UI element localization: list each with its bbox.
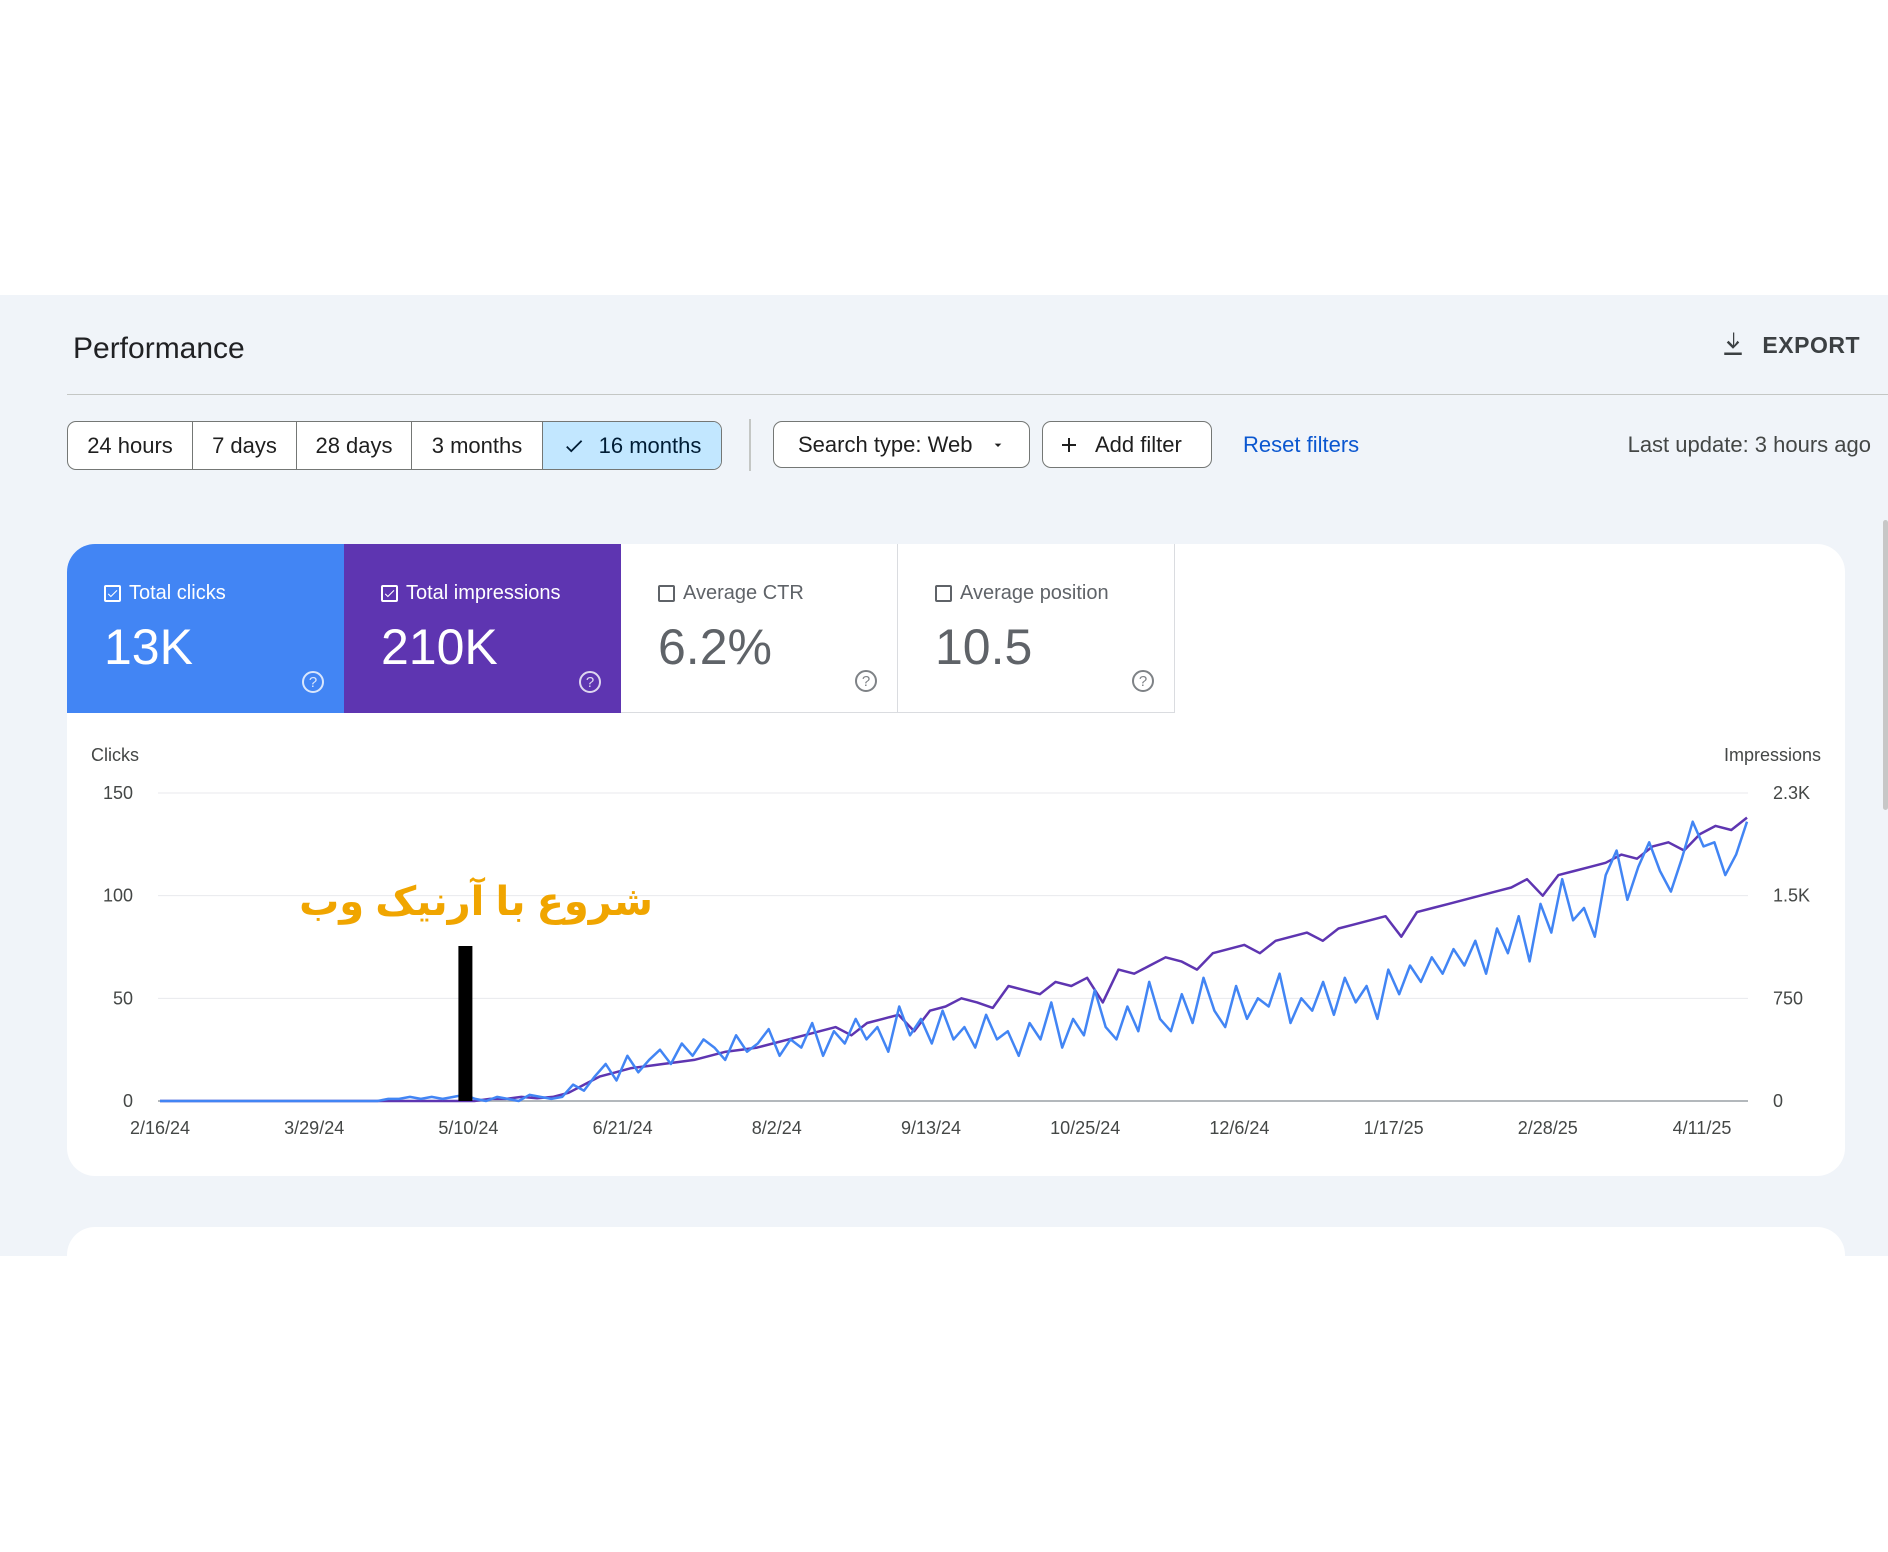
date-range-selector: 24 hours 7 days 28 days 3 months 16 mont… <box>67 421 722 470</box>
series-line-clicks <box>160 820 1749 1103</box>
help-icon[interactable]: ? <box>579 671 601 693</box>
range-label: 3 months <box>431 432 523 458</box>
y-axis-ticks: 150 2.3K 100 1.5K 50 750 0 0 <box>103 783 1810 1111</box>
help-icon[interactable]: ? <box>1132 670 1154 692</box>
metric-total-impressions[interactable]: Total impressions 210K ? <box>344 544 621 713</box>
x-tick-label: 2/16/24 <box>130 1118 190 1138</box>
metric-label: Average position <box>935 582 1109 605</box>
scrollbar[interactable] <box>1883 520 1888 810</box>
metric-value: 6.2% <box>658 619 772 675</box>
x-tick-label: 8/2/24 <box>752 1118 802 1138</box>
search-type-dropdown[interactable]: Search type: Web <box>773 421 1030 468</box>
metric-name: Average CTR <box>683 582 804 604</box>
y-tick-label: 100 <box>103 886 133 906</box>
performance-chart-card: Total clicks 13K ? Total impressions 210… <box>67 544 1845 1176</box>
metric-name: Total clicks <box>129 582 226 604</box>
metric-value: 210K <box>381 619 498 675</box>
y-axis-title-clicks: Clicks <box>91 745 139 765</box>
x-tick-label: 6/21/24 <box>593 1118 653 1138</box>
checkbox-checked-icon[interactable] <box>381 585 398 602</box>
y-tick-label: 150 <box>103 783 133 803</box>
check-icon <box>565 439 582 452</box>
download-icon <box>1724 332 1743 355</box>
checkbox-checked-icon[interactable] <box>104 585 121 602</box>
add-filter-button[interactable]: Add filter <box>1042 421 1212 468</box>
second-card <box>67 1227 1845 1347</box>
range-label: 7 days <box>212 432 277 458</box>
range-16-months[interactable]: 16 months <box>543 422 721 469</box>
x-tick-label: 3/29/24 <box>284 1118 344 1138</box>
range-label: 24 hours <box>87 432 173 458</box>
range-3-months[interactable]: 3 months <box>412 422 543 469</box>
performance-line-chart: Clicks Impressions 150 2.3K 100 1.5K 50 750 0 0… <box>91 745 1821 1138</box>
x-tick-label: 4/11/25 <box>1673 1118 1732 1138</box>
x-tick-label: 12/6/24 <box>1209 1118 1269 1138</box>
y2-tick-label: 2.3K <box>1773 783 1810 803</box>
y-tick-label: 50 <box>113 988 133 1008</box>
metric-average-ctr[interactable]: Average CTR 6.2% ? <box>621 544 898 713</box>
help-icon[interactable]: ? <box>855 670 877 692</box>
reset-filters-link[interactable]: Reset filters <box>1243 432 1360 457</box>
range-28-days[interactable]: 28 days <box>297 422 412 469</box>
y-axis-title-impressions: Impressions <box>1724 745 1821 765</box>
y2-tick-label: 1.5K <box>1773 886 1810 906</box>
range-label: 16 months <box>598 432 702 458</box>
header-divider <box>67 394 1888 395</box>
y2-tick-label: 0 <box>1773 1091 1783 1111</box>
range-24-hours[interactable]: 24 hours <box>68 422 193 469</box>
y2-tick-label: 750 <box>1773 988 1803 1008</box>
filter-separator <box>749 419 751 471</box>
x-tick-label: 5/10/24 <box>438 1118 498 1138</box>
metric-value: 10.5 <box>935 619 1033 675</box>
x-tick-label: 9/13/24 <box>901 1118 961 1138</box>
y-tick-label: 0 <box>123 1091 133 1111</box>
series-line-impressions <box>160 816 1748 1103</box>
x-tick-label: 2/28/25 <box>1518 1118 1578 1138</box>
checkbox-unchecked-icon[interactable] <box>658 585 675 602</box>
dropdown-arrow-icon <box>995 443 1002 447</box>
add-filter-label: Add filter <box>1095 431 1182 457</box>
chart-series <box>160 816 1749 1103</box>
metric-value: 13K <box>104 619 193 675</box>
range-7-days[interactable]: 7 days <box>193 422 297 469</box>
range-label: 28 days <box>315 432 393 458</box>
metric-total-clicks[interactable]: Total clicks 13K ? <box>67 544 344 713</box>
page-title: Performance <box>73 332 245 365</box>
last-update-text: Last update: 3 hours ago <box>1627 432 1871 457</box>
x-axis-ticks: 2/16/24 3/29/24 5/10/24 6/21/24 8/2/24 9/13/2… <box>130 1118 1731 1138</box>
metric-average-position[interactable]: Average position 10.5 ? <box>898 544 1175 713</box>
metric-label: Total impressions <box>381 582 561 605</box>
plus-icon <box>1062 437 1076 452</box>
x-tick-label: 10/25/24 <box>1050 1118 1120 1138</box>
checkbox-unchecked-icon[interactable] <box>935 585 952 602</box>
export-button[interactable]: EXPORT <box>1718 330 1860 360</box>
metric-name: Total impressions <box>406 582 561 604</box>
x-tick-label: 1/17/25 <box>1364 1118 1424 1138</box>
annotation-marker <box>458 946 473 1101</box>
metric-label: Total clicks <box>104 582 226 605</box>
metric-label: Average CTR <box>658 582 804 605</box>
export-label: EXPORT <box>1762 331 1860 358</box>
annotation-text: شروع با آرنیک وب <box>299 876 653 925</box>
search-type-label: Search type: Web <box>798 431 973 457</box>
metric-name: Average position <box>960 582 1109 604</box>
help-icon[interactable]: ? <box>302 671 324 693</box>
